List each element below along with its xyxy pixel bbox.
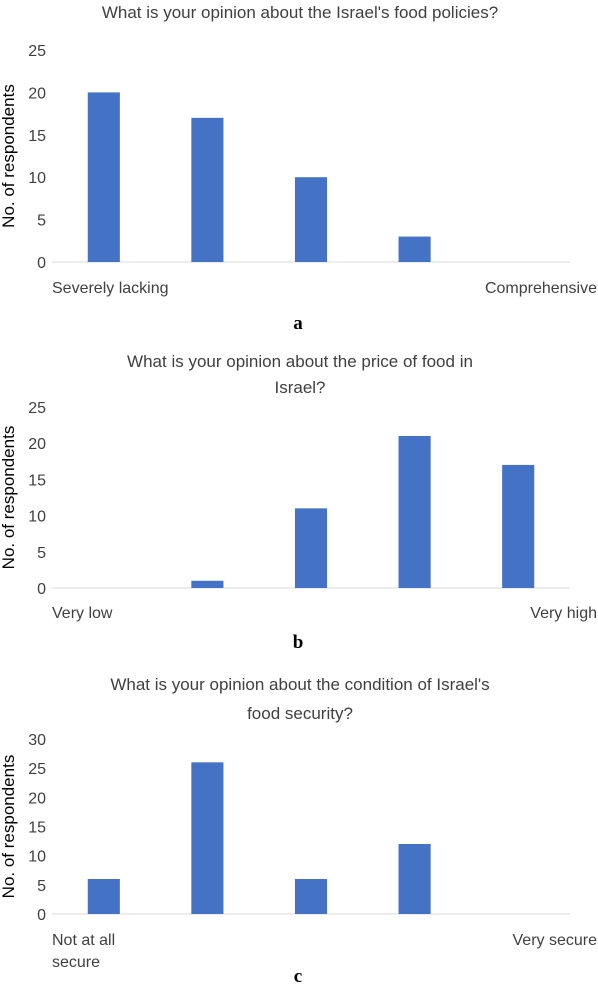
y-tick-label: 15 xyxy=(28,472,46,489)
chart-title-line: What is your opinion about the Israel's … xyxy=(102,3,498,22)
bar xyxy=(502,464,535,588)
x-category-label: Comprehensive xyxy=(485,280,597,297)
y-tick-label: 5 xyxy=(37,878,46,895)
y-tick-label: 10 xyxy=(28,170,46,187)
chart-b: What is your opinion about the price of … xyxy=(0,352,597,653)
bar xyxy=(191,762,224,914)
bar xyxy=(191,580,224,588)
bar xyxy=(398,435,431,588)
y-tick-label: 0 xyxy=(37,907,46,924)
y-tick-label: 15 xyxy=(28,128,46,145)
x-category-label: Not at all secure xyxy=(52,932,115,971)
y-axis-label: No. of respondents xyxy=(0,84,18,228)
chart-c: What is your opinion about the condition… xyxy=(0,675,597,987)
chart-title-line: Israel? xyxy=(274,378,325,397)
x-category-label: Very low xyxy=(52,605,113,622)
panel-label: b xyxy=(293,632,304,653)
y-tick-label: 30 xyxy=(28,732,46,749)
y-tick-label: 0 xyxy=(37,581,46,598)
bar xyxy=(191,117,224,262)
chart-a: What is your opinion about the Israel's … xyxy=(0,3,597,334)
y-tick-label: 10 xyxy=(28,509,46,526)
y-tick-label: 25 xyxy=(28,43,46,60)
x-category-label: Very high xyxy=(530,605,597,622)
y-axis-label: No. of respondents xyxy=(0,426,18,570)
y-tick-label: 5 xyxy=(37,213,46,230)
bar xyxy=(398,236,431,262)
panel-label: c xyxy=(294,966,302,987)
y-tick-label: 25 xyxy=(28,400,46,417)
panel-label: a xyxy=(293,313,303,334)
y-axis-label: No. of respondents xyxy=(0,755,18,899)
bar xyxy=(294,177,328,262)
bar xyxy=(294,508,328,588)
chart-title-line: What is your opinion about the price of … xyxy=(127,352,473,371)
y-tick-label: 10 xyxy=(28,849,46,866)
x-category-label: Severely lacking xyxy=(52,280,169,297)
y-tick-label: 20 xyxy=(28,85,46,102)
y-tick-label: 20 xyxy=(28,790,46,807)
y-tick-label: 25 xyxy=(28,761,46,778)
x-category-label: Very secure xyxy=(513,932,598,949)
bar xyxy=(294,879,328,914)
bar xyxy=(87,879,120,914)
chart-title-line: What is your opinion about the condition… xyxy=(110,675,489,694)
y-tick-label: 0 xyxy=(37,255,46,272)
bar xyxy=(398,844,431,914)
y-tick-label: 5 xyxy=(37,545,46,562)
y-tick-label: 15 xyxy=(28,820,46,837)
chart-title-line: food security? xyxy=(247,704,353,723)
y-tick-label: 20 xyxy=(28,436,46,453)
bar xyxy=(87,92,120,263)
